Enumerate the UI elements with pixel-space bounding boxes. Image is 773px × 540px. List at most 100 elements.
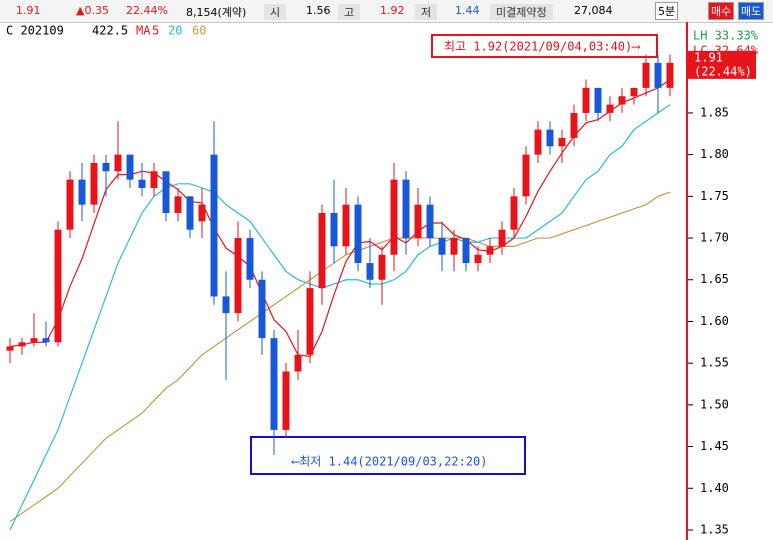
candle-body [390,179,398,255]
candle-body [150,171,158,188]
candle-body [414,204,422,239]
candle-body [498,229,506,247]
candle-body [54,229,62,343]
candle-body [234,238,242,314]
volume: 8,154(계약) [186,6,247,19]
candle-body [126,154,134,180]
candle-body [90,162,98,205]
axis-border [686,22,688,540]
candle-body [306,288,314,355]
candle-body [450,238,458,255]
candle-body [510,196,518,230]
y-tick-label: 1.35 [700,522,729,536]
open-label: 시 [264,4,287,20]
candle-body [462,238,470,264]
candle-body [402,179,410,239]
legend-entry: 5 [152,24,159,38]
ma-line [9,79,671,358]
high-label: 고 [338,4,361,20]
candle-body [162,171,170,214]
legend-entry: 60 [192,24,206,38]
candle-body [66,179,74,230]
chart: C 202109 422.5 MA LH 33.33% LC 32.64% 최고… [6,22,759,540]
ma-line [9,191,671,523]
ma-line [9,104,671,531]
candle-body [30,338,38,343]
candle-body [6,346,14,351]
candle-body [486,246,494,255]
y-tick-label: 1.50 [700,397,729,411]
candle-body [186,196,194,230]
oi-label: 미결제약정 [490,4,553,20]
open: 1.56 [306,4,331,17]
legend-entry: 20 [168,24,182,38]
y-tick-label: 1.45 [700,439,729,453]
candle-body [78,179,86,205]
y-tick-label: 1.85 [700,105,729,119]
candle-body [582,87,590,113]
candle-body [114,154,122,172]
candle-body [366,263,374,280]
candle-body [342,204,350,247]
interval-button[interactable]: 5분 [655,2,679,20]
candle-body [138,179,146,188]
buy-button[interactable]: 매수 [708,2,735,20]
low-annotation: ⟵최저 1.44(2021/09/03,22:20) [291,455,487,469]
candle-body [102,162,110,172]
last-price-rate: (22.44%) [694,64,752,78]
candle-body [426,204,434,239]
y-tick-label: 1.70 [700,231,729,245]
y-tick-label: 1.65 [700,272,729,286]
candle-body [594,87,602,113]
candle-body [222,296,230,314]
candle-body [474,254,482,264]
sell-button[interactable]: 매도 [738,2,765,20]
high-annotation-box [431,34,658,58]
candle-body [654,62,662,88]
y-tick-label: 1.75 [700,189,729,203]
candle-body [282,371,290,430]
candle-body [246,238,254,280]
candle-body [18,342,26,347]
candle-body [438,238,446,255]
high: 1.92 [380,4,405,17]
candle-body [606,104,614,113]
low-label: 저 [415,4,438,20]
y-tick-label: 1.40 [700,481,729,495]
candle-body [354,204,362,264]
candle-body [258,279,266,339]
last-price: 1.91 [694,50,723,64]
change: ▲0.35 [76,4,109,17]
candle-body [270,338,278,430]
symbol: C 202109 [6,24,64,38]
candle-body [546,129,554,147]
candle-body [618,96,626,105]
candle-body [42,338,50,343]
y-tick-label: 1.60 [700,314,729,328]
candle-body [318,213,326,289]
candle-body [558,137,566,147]
quote-bar: 1.91 ▲0.35 22.44% 8,154(계약) 시 1.56 고 1.9… [0,0,773,23]
ma-label: MA [136,24,151,38]
candle-body [198,204,206,222]
candle-body [666,62,674,88]
symbol-value: 422.5 [92,24,128,38]
rate: 22.44% [126,4,168,17]
last-price-box [688,50,756,79]
lh: LH 33.33% [693,29,759,43]
candle-body [534,129,542,155]
candle-body [174,196,182,214]
y-tick-label: 1.55 [700,356,729,370]
high-annotation: 최고 1.92(2021/09/04,03:40)⟶ [444,40,640,54]
low-annotation-box [250,436,526,475]
candle-body [630,87,638,97]
candle-body [330,213,338,247]
low: 1.44 [455,4,480,17]
candle-body [210,154,218,297]
price: 1.91 [16,4,41,17]
candle-body [642,62,650,88]
candle-body [522,154,530,197]
candle-body [294,354,302,372]
y-tick-label: 1.80 [700,147,729,161]
